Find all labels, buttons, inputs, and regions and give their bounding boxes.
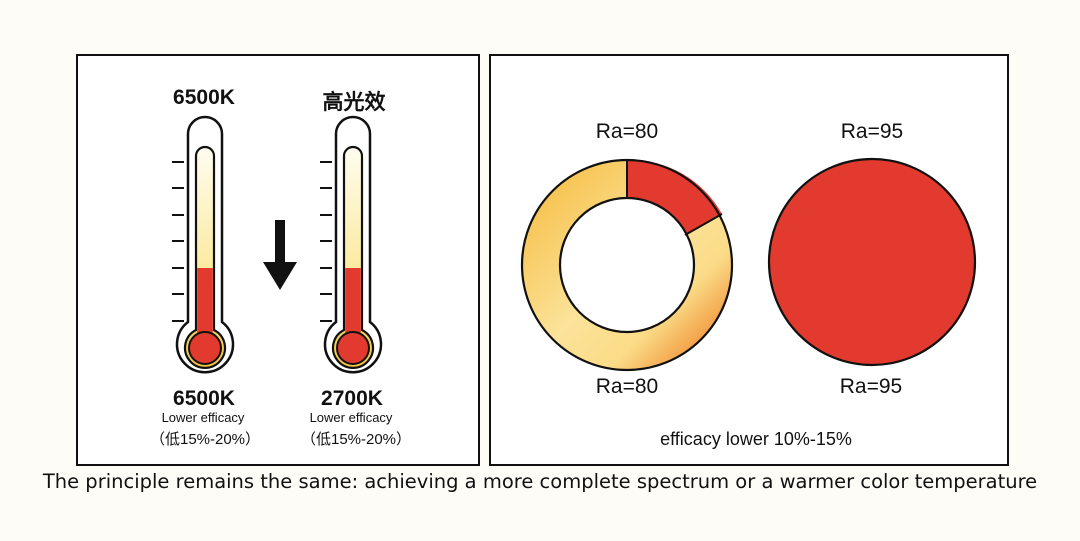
- thermometer-2-icon: [320, 115, 383, 374]
- thermometer-1-range-text: （低15%-20%）: [149, 431, 261, 448]
- thermometer-1-efficacy-text: Lower efficacy: [161, 410, 245, 425]
- thermometer-1-bottom-label: 6500K: [173, 387, 235, 410]
- thermometer-1-icon: [172, 115, 235, 374]
- ring-bottom-label: Ra=80: [595, 375, 659, 398]
- right-efficacy-text: efficacy lower 10%-15%: [660, 429, 852, 449]
- thermometer-2-efficacy-text: Lower efficacy: [309, 410, 393, 425]
- disc-bottom-label: Ra=95: [839, 375, 903, 398]
- ring-chart-icon: [520, 158, 734, 372]
- thermometer-2-bottom-label: 2700K: [321, 387, 383, 410]
- down-arrow-icon: [263, 220, 297, 290]
- disc-top-label: Ra=95: [840, 120, 904, 143]
- thermometer-2-range-text: （低15%-20%）: [300, 431, 412, 448]
- ring-top-label: Ra=80: [595, 120, 659, 143]
- disc-chart-icon: [767, 157, 977, 367]
- thermometer-1-top-label: 6500K: [173, 86, 235, 109]
- thermometer-2-top-label: 高光效: [322, 91, 386, 114]
- caption: The principle remains the same: achievin…: [42, 470, 1038, 493]
